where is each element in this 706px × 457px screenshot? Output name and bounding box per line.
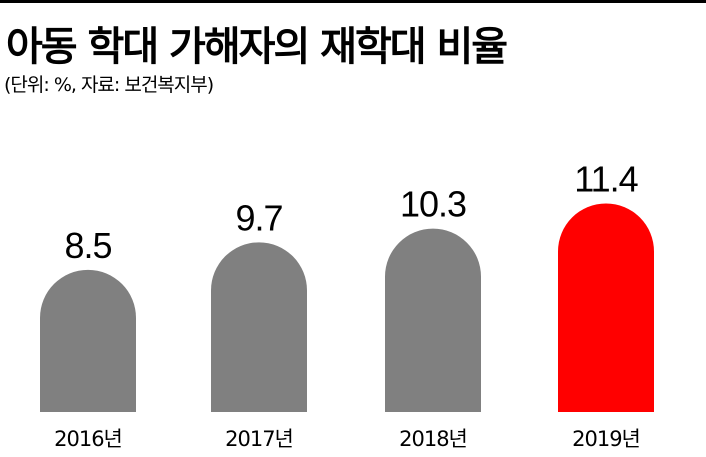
value-label: 9.7 [235, 197, 282, 238]
bar-2019년 [558, 203, 654, 412]
bar-2017년 [211, 242, 307, 412]
top-rule [0, 0, 706, 3]
value-label: 11.4 [574, 158, 637, 199]
category-label: 2017년 [225, 427, 293, 451]
chart-subtitle: (단위: %, 자료: 보건복지부) [4, 74, 214, 96]
bar-2018년 [385, 228, 482, 412]
page-title: 아동 학대 가해자의 재학대 비율 [6, 24, 508, 70]
value-label: 8.5 [64, 225, 111, 266]
category-label: 2019년 [572, 427, 640, 451]
bar-2016년 [40, 269, 136, 412]
value-label: 10.3 [400, 184, 466, 225]
category-label: 2018년 [399, 427, 467, 451]
category-label: 2016년 [54, 427, 122, 451]
